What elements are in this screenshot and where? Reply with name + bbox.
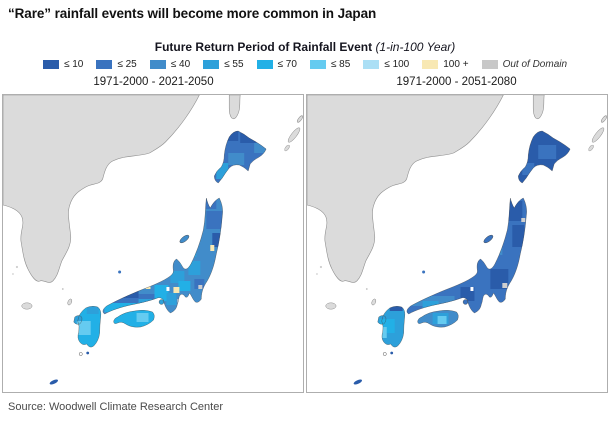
legend-item: ≤ 85	[309, 59, 350, 70]
page-title: “Rare” rainfall events will become more …	[8, 6, 377, 21]
lake-biwa	[166, 287, 170, 291]
legend: ≤ 10 ≤ 25 ≤ 40 ≤ 55 ≤ 70 ≤ 85 ≤ 100 100 …	[0, 59, 610, 70]
yakushima-island	[78, 352, 83, 356]
kuril-island	[588, 144, 594, 152]
kuril-island	[287, 127, 301, 143]
sado-island	[483, 234, 494, 244]
legend-item: ≤ 70	[256, 59, 297, 70]
map-panels	[2, 94, 608, 393]
kuril-island	[284, 144, 290, 152]
cell-100plus	[173, 287, 180, 293]
legend-swatch	[149, 60, 166, 69]
legend-swatch	[481, 60, 498, 69]
legend-item-out-of-domain: Out of Domain	[481, 59, 567, 70]
amami-island	[49, 379, 58, 385]
islet	[12, 273, 14, 275]
panel-labels: 1971-2000 - 2021-2050 1971-2000 - 2051-2…	[2, 76, 608, 88]
tanegashima-island	[390, 351, 394, 355]
islet	[365, 288, 368, 290]
lake-biwa	[470, 287, 474, 291]
islet	[319, 265, 323, 269]
legend-swatch	[422, 60, 439, 69]
tsushima-island	[371, 298, 377, 306]
legend-item: ≤ 40	[149, 59, 190, 70]
legend-swatch	[203, 60, 220, 69]
kuril-island	[297, 115, 303, 123]
legend-title-note: (1-in-100 Year)	[375, 40, 456, 54]
legend-swatch	[363, 60, 380, 69]
source-credit: Source: Woodwell Climate Research Center	[8, 401, 223, 413]
japan-map-far-future	[307, 95, 607, 392]
legend-item: ≤ 10	[42, 59, 83, 70]
legend-swatch	[309, 60, 326, 69]
awaji-island	[158, 299, 165, 305]
legend-item: ≤ 25	[96, 59, 137, 70]
kuril-island	[601, 115, 607, 123]
cell-100plus	[210, 245, 215, 251]
map-panel-2051-2080	[306, 94, 608, 393]
legend-title-main: Future Return Period of Rainfall Event	[154, 40, 373, 54]
legend-title: Future Return Period of Rainfall Event (…	[0, 40, 610, 54]
tanegashima-island	[86, 351, 90, 355]
panel-label-far-future: 1971-2000 - 2051-2080	[396, 76, 517, 88]
yakushima-island	[382, 352, 387, 356]
islet	[316, 273, 318, 275]
japan-map-near-future	[3, 95, 303, 392]
cell-out-of-domain	[198, 285, 203, 289]
oki-island	[118, 270, 122, 274]
jeju-island	[325, 302, 337, 310]
kuril-island	[591, 127, 605, 143]
legend-item: ≤ 55	[203, 59, 244, 70]
tsushima-island	[67, 298, 73, 306]
small-islands	[49, 234, 190, 385]
out-of-domain-land	[307, 95, 607, 310]
panel-label-near-future: 1971-2000 - 2021-2050	[93, 76, 214, 88]
amami-island	[353, 379, 362, 385]
cell-out-of-domain	[502, 283, 508, 288]
legend-item: 100 +	[422, 59, 469, 70]
legend-swatch	[256, 60, 273, 69]
small-islands	[353, 234, 494, 385]
legend-swatch	[96, 60, 113, 69]
awaji-island	[462, 299, 469, 305]
out-of-domain-land	[3, 95, 303, 310]
islet	[15, 265, 19, 269]
cell-out-of-domain	[521, 218, 526, 222]
map-panel-2021-2050	[2, 94, 304, 393]
legend-swatch	[42, 60, 59, 69]
oki-island	[422, 270, 426, 274]
islet	[61, 288, 64, 290]
sado-island	[179, 234, 190, 244]
legend-item: ≤ 100	[363, 59, 409, 70]
jeju-island	[21, 302, 33, 310]
